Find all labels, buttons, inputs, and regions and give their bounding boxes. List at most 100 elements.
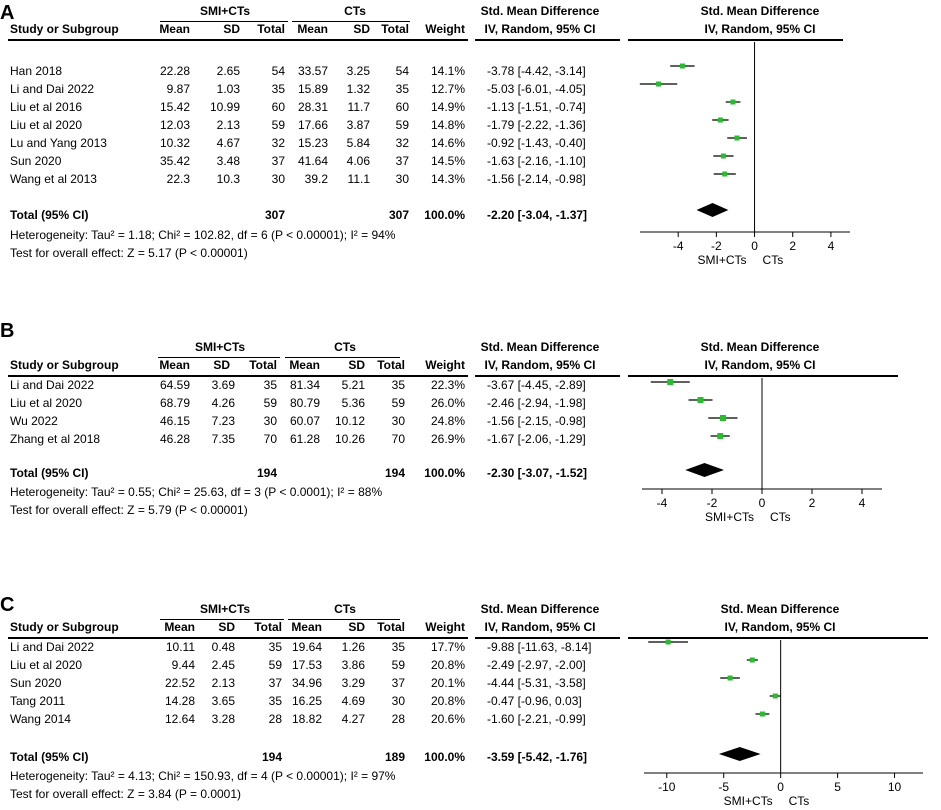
col-mean2: Mean: [297, 22, 328, 36]
group2-header: CTs: [334, 602, 356, 616]
smd-subtitle: IV, Random, 95% CI: [484, 22, 596, 36]
smd-ci: -0.47 [-0.96, 0.03]: [487, 694, 582, 708]
point-estimate: [722, 171, 728, 177]
total-n1: 194: [261, 750, 282, 764]
sd2: 1.32: [346, 82, 370, 96]
total-weight: 100.0%: [424, 208, 465, 222]
total-ci: -3.59 [-5.42, -1.76]: [487, 750, 588, 764]
mean1: 46.28: [159, 432, 190, 446]
x-tick-label: 4: [828, 239, 835, 253]
plot-subtitle: IV, Random, 95% CI: [704, 22, 816, 36]
total2: 37: [391, 676, 405, 690]
study-name: Han 2018: [10, 64, 63, 78]
col-total1: Total: [254, 620, 282, 634]
smd-ci: -2.49 [-2.97, -2.00]: [487, 658, 586, 672]
total-label: Total (95% CI): [10, 750, 89, 764]
total2: 70: [391, 432, 405, 446]
smd-ci: -0.92 [-1.43, -0.40]: [487, 136, 586, 150]
total-weight: 100.0%: [424, 750, 465, 764]
col-sd1: SD: [213, 358, 230, 372]
total1: 35: [263, 378, 277, 392]
x-tick-label: -4: [657, 496, 668, 510]
mean2: 81.34: [289, 378, 320, 392]
sd2: 5.21: [341, 378, 365, 392]
sd1: 10.99: [209, 100, 240, 114]
total2: 59: [391, 396, 405, 410]
summary-diamond: [718, 747, 761, 761]
weight: 14.5%: [430, 154, 465, 168]
panel-b: B SMI+CTs CTs Std. Mean Difference Std. …: [0, 318, 941, 538]
mean1: 22.3: [166, 172, 190, 186]
point-estimate: [717, 117, 723, 123]
heterogeneity-text: Heterogeneity: Tau² = 1.18; Chi² = 102.8…: [10, 228, 396, 242]
total-n2: 189: [384, 750, 405, 764]
total2: 35: [391, 640, 405, 654]
weight: 20.8%: [430, 658, 465, 672]
study-name: Liu et al 2020: [10, 396, 83, 410]
point-estimate: [697, 397, 704, 403]
col-weight: Weight: [425, 620, 465, 634]
summary-diamond: [685, 463, 724, 477]
group1-header: SMI+CTs: [199, 602, 251, 616]
total-ci: -2.30 [-3.07, -1.52]: [487, 466, 588, 480]
total1: 28: [268, 712, 282, 726]
smd-subtitle: IV, Random, 95% CI: [484, 358, 596, 372]
mean1: 22.28: [159, 64, 190, 78]
total2: 59: [391, 658, 405, 672]
total1: 30: [263, 414, 277, 428]
x-tick-label: -5: [718, 780, 729, 794]
favours-right-label: CTs: [770, 510, 791, 524]
study-name: Liu et al 2016: [10, 100, 83, 114]
sd1: 2.13: [211, 676, 235, 690]
point-estimate: [717, 433, 724, 439]
total1: 35: [268, 640, 282, 654]
total-n1: 307: [264, 208, 285, 222]
plot-title: Std. Mean Difference: [700, 4, 820, 18]
study-name: Zhang et al 2018: [10, 432, 101, 446]
plot-title: Std. Mean Difference: [700, 340, 820, 354]
group1-header: SMI+CTs: [199, 4, 251, 18]
col-mean1: Mean: [159, 22, 190, 36]
total-n1: 194: [256, 466, 277, 480]
mean1: 46.15: [159, 414, 190, 428]
col-weight: Weight: [425, 358, 465, 372]
sd1: 7.35: [211, 432, 235, 446]
smd-ci: -3.78 [-4.42, -3.14]: [487, 64, 586, 78]
col-study: Study or Subgroup: [10, 358, 119, 372]
sd1: 10.3: [216, 172, 240, 186]
col-sd1: SD: [218, 620, 235, 634]
point-estimate: [665, 639, 671, 645]
point-estimate: [734, 135, 740, 141]
summary-diamond: [696, 203, 729, 217]
total-weight: 100.0%: [424, 466, 465, 480]
smd-title: Std. Mean Difference: [480, 340, 600, 354]
total2: 28: [391, 712, 405, 726]
point-estimate: [720, 153, 726, 159]
sd1: 1.03: [216, 82, 240, 96]
sd2: 10.12: [334, 414, 365, 428]
mean1: 12.64: [164, 712, 195, 726]
mean2: 15.23: [297, 136, 328, 150]
smd-ci: -2.46 [-2.94, -1.98]: [487, 396, 586, 410]
mean2: 80.79: [289, 396, 320, 410]
col-mean2: Mean: [291, 620, 322, 634]
mean2: 60.07: [289, 414, 320, 428]
smd-ci: -1.79 [-2.22, -1.36]: [487, 118, 586, 132]
study-name: Li and Dai 2022: [10, 378, 95, 392]
study-name: Wu 2022: [10, 414, 58, 428]
col-total2: Total: [381, 22, 409, 36]
heterogeneity-text: Heterogeneity: Tau² = 0.55; Chi² = 25.63…: [10, 485, 383, 499]
total2: 60: [395, 100, 409, 114]
plot-subtitle: IV, Random, 95% CI: [704, 358, 816, 372]
weight: 26.0%: [430, 396, 465, 410]
study-name: Tang 2011: [10, 694, 66, 708]
total1: 70: [263, 432, 277, 446]
mean2: 28.31: [297, 100, 328, 114]
col-total2: Total: [377, 620, 405, 634]
total1: 35: [268, 694, 282, 708]
sd2: 1.26: [341, 640, 365, 654]
overall-effect-text: Test for overall effect: Z = 3.84 (P = 0…: [10, 787, 242, 801]
weight: 14.3%: [430, 172, 465, 186]
panel-label: C: [0, 594, 15, 616]
study-name: Liu et al 2020: [10, 118, 83, 132]
